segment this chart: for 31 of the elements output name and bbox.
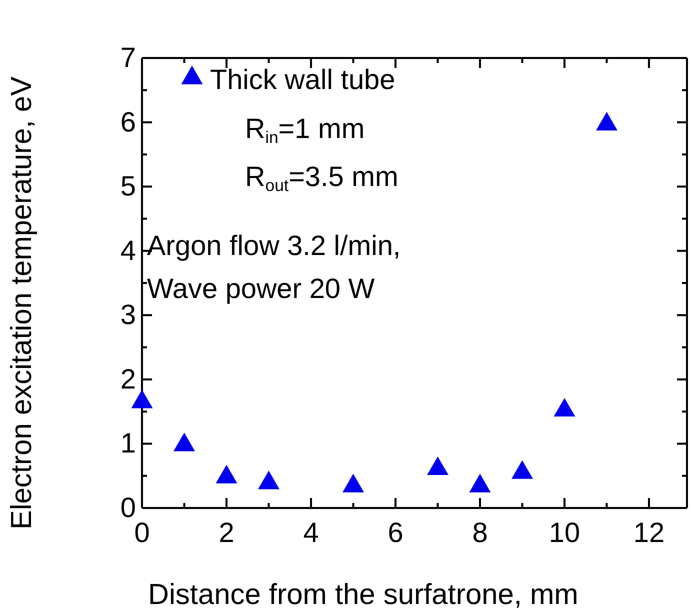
point xyxy=(216,464,238,484)
x-tick-label: 12 xyxy=(633,516,665,548)
y-tick-label: 0 xyxy=(120,492,136,523)
point xyxy=(342,474,364,492)
annotation: R$_{in}$=1 mm xyxy=(245,113,365,148)
annotation: Argon flow 3.2 l/min, xyxy=(147,230,401,261)
y-tick-label: 4 xyxy=(120,234,136,266)
y-axis-title: Electron excitation temperature, eV xyxy=(6,76,38,530)
point xyxy=(174,432,195,452)
y-tick-label: 1 xyxy=(120,428,136,459)
y-tick-label: 5 xyxy=(120,170,136,202)
point xyxy=(258,470,280,490)
point xyxy=(469,474,491,492)
x-tick-label: 2 xyxy=(218,516,234,548)
y-tick-label: 7 xyxy=(120,42,136,73)
point xyxy=(426,456,448,476)
point xyxy=(131,390,153,408)
y-tick-label: 6 xyxy=(120,106,136,138)
x-axis-title: Distance from the surfatrone, mm xyxy=(148,579,578,611)
y-tick-label: 2 xyxy=(120,363,136,394)
x-tick-label: 10 xyxy=(548,516,580,548)
annotation: R$_{out}$=3.5 mm xyxy=(245,161,398,196)
y-tick-label: 3 xyxy=(120,299,136,330)
point xyxy=(554,398,576,417)
legend-label: Thick wall tube xyxy=(210,64,396,95)
annotation: Wave power 20 W xyxy=(147,273,376,304)
point xyxy=(596,112,618,130)
point xyxy=(511,460,533,479)
x-tick-label: 6 xyxy=(388,516,404,548)
x-tick-label: 4 xyxy=(303,516,319,548)
x-tick-label: 8 xyxy=(472,516,488,548)
